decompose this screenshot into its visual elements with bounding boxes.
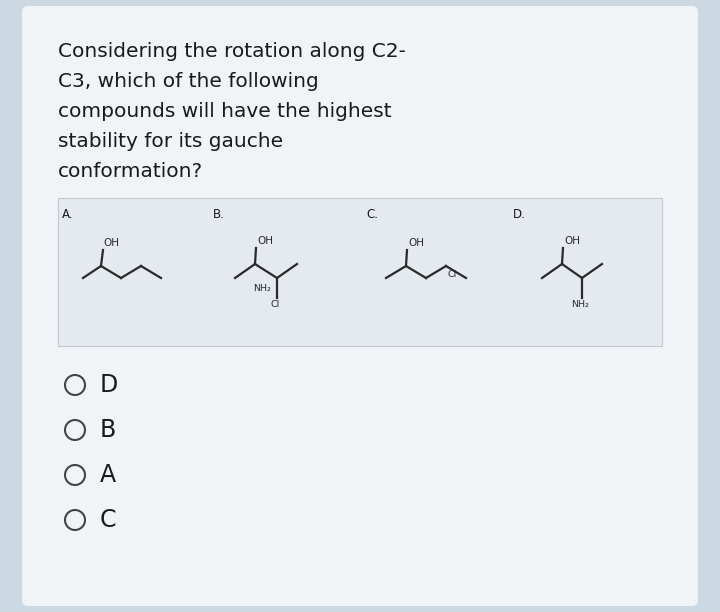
Text: C3, which of the following: C3, which of the following <box>58 72 319 91</box>
Text: OH: OH <box>564 236 580 246</box>
Text: A: A <box>100 463 116 487</box>
Text: C: C <box>100 508 117 532</box>
Text: stability for its gauche: stability for its gauche <box>58 132 283 151</box>
Text: A.: A. <box>62 208 73 221</box>
Text: conformation?: conformation? <box>58 162 203 181</box>
Text: NH₂: NH₂ <box>253 284 271 293</box>
FancyBboxPatch shape <box>58 198 662 346</box>
Text: NH₂: NH₂ <box>571 300 589 309</box>
Text: OH: OH <box>257 236 273 246</box>
Text: Cl: Cl <box>448 270 457 279</box>
Text: D.: D. <box>513 208 526 221</box>
Text: C.: C. <box>366 208 378 221</box>
Text: OH: OH <box>408 238 424 248</box>
Text: D: D <box>100 373 118 397</box>
Text: Cl: Cl <box>271 300 279 309</box>
Text: OH: OH <box>103 238 119 248</box>
Text: Considering the rotation along C2-: Considering the rotation along C2- <box>58 42 406 61</box>
Text: B: B <box>100 418 116 442</box>
Text: compounds will have the highest: compounds will have the highest <box>58 102 392 121</box>
FancyBboxPatch shape <box>22 6 698 606</box>
Text: B.: B. <box>213 208 225 221</box>
